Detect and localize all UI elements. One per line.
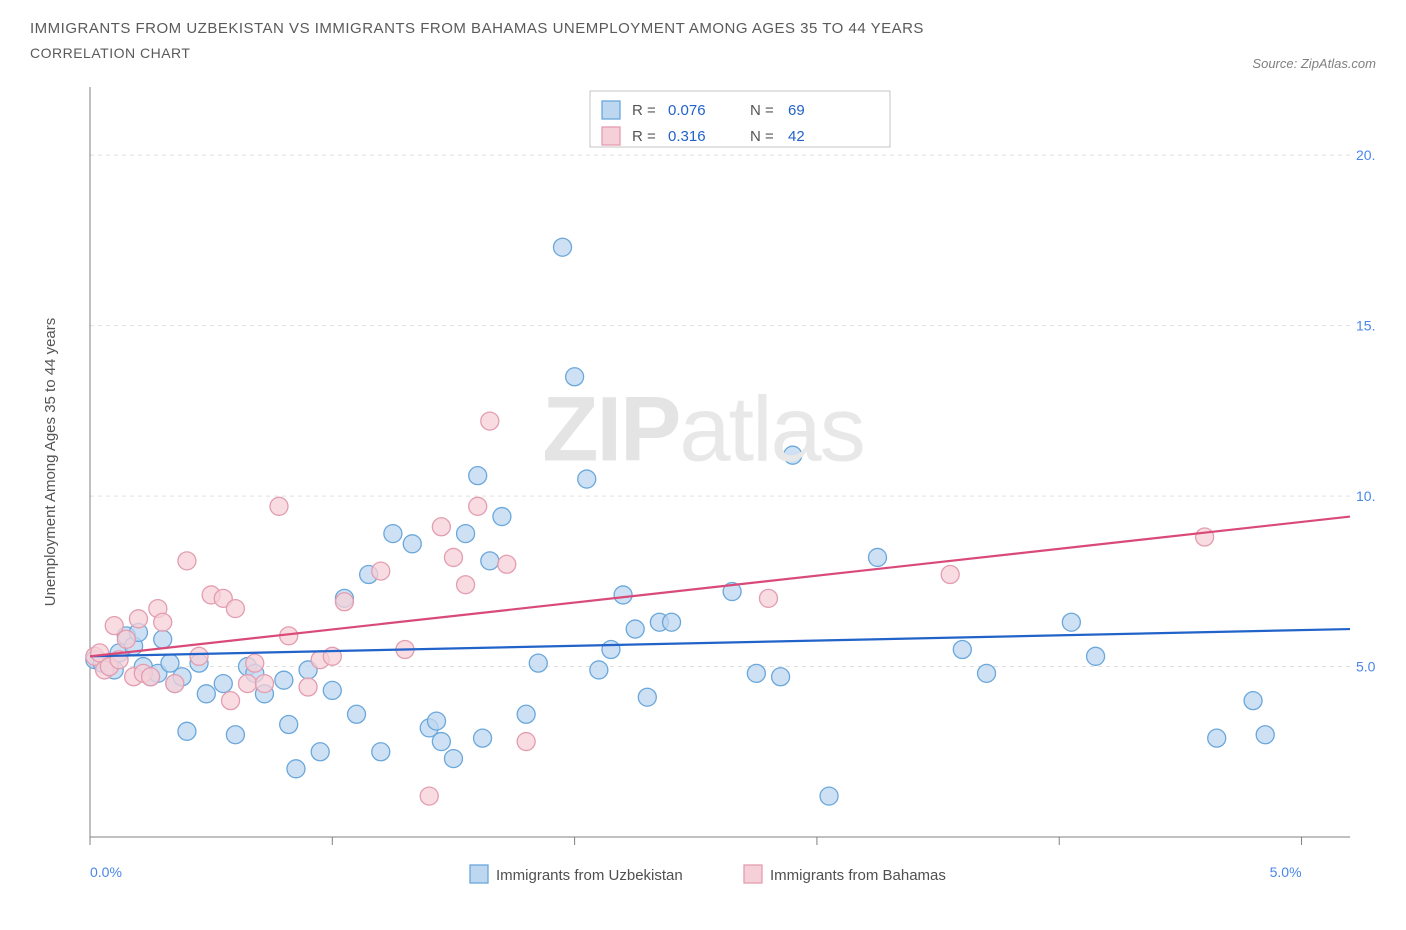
scatter-chart: 5.0% 10.0% 15.0% 20.0% 0.0% 5.0% Unemployment … (30, 77, 1376, 897)
svg-text:15.0%: 15.0% (1356, 318, 1376, 334)
svg-text:69: 69 (788, 102, 805, 119)
chart-container: ZIPatlas 5.0%10.0%15.0%20.0%0.0%5.0%Unem… (30, 77, 1376, 897)
chart-subtitle: CORRELATION CHART (30, 45, 190, 61)
source-attribution: Source: ZipAtlas.com (1252, 56, 1376, 71)
svg-text:N =: N = (750, 128, 774, 145)
svg-text:Immigrants from Uzbekistan: Immigrants from Uzbekistan (496, 867, 683, 884)
svg-text:5.0%: 5.0% (1270, 864, 1302, 880)
svg-text:0.0%: 0.0% (90, 864, 122, 880)
svg-text:42: 42 (788, 128, 805, 145)
svg-text:5.0%: 5.0% (1356, 659, 1376, 675)
svg-text:10.0%: 10.0% (1356, 488, 1376, 504)
svg-text:0.076: 0.076 (668, 102, 706, 119)
svg-text:R =: R = (632, 128, 656, 145)
svg-text:Immigrants from Bahamas: Immigrants from Bahamas (770, 867, 946, 884)
chart-title: IMMIGRANTS FROM UZBEKISTAN VS IMMIGRANTS… (30, 20, 924, 37)
svg-text:R =: R = (632, 102, 656, 119)
svg-text:20.0%: 20.0% (1356, 147, 1376, 163)
svg-text:N =: N = (750, 102, 774, 119)
svg-text:Unemployment Among Ages 35 to: Unemployment Among Ages 35 to 44 years (42, 318, 59, 607)
svg-text:0.316: 0.316 (668, 128, 706, 145)
